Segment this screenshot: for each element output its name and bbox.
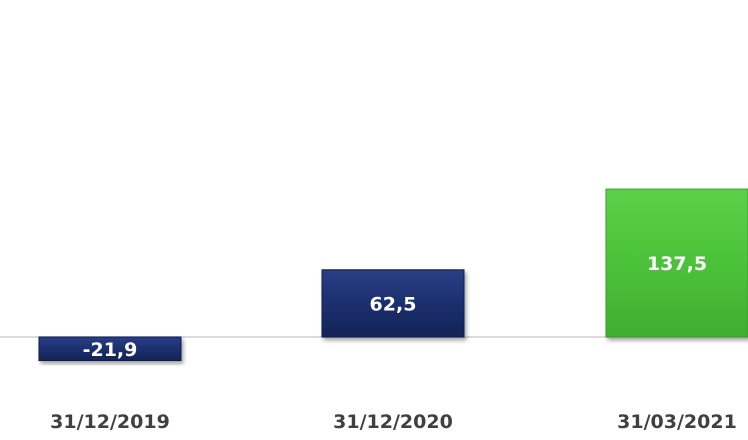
data-label-1: 62,5: [370, 293, 417, 315]
x-axis-ticks: 31/12/2019 31/12/2020 31/03/2021: [50, 411, 737, 433]
bars-group: [38, 188, 748, 362]
x-tick-label-2: 31/03/2021: [617, 411, 737, 433]
bar-0: [38, 336, 182, 362]
data-labels-group: -21,9 62,5 137,5: [83, 253, 707, 361]
data-label-2: 137,5: [647, 253, 707, 275]
data-label-0: -21,9: [83, 339, 138, 361]
bar-1: [321, 269, 465, 338]
x-tick-label-0: 31/12/2019: [50, 411, 170, 433]
x-tick-label-1: 31/12/2020: [333, 411, 453, 433]
bar-2: [605, 188, 748, 338]
